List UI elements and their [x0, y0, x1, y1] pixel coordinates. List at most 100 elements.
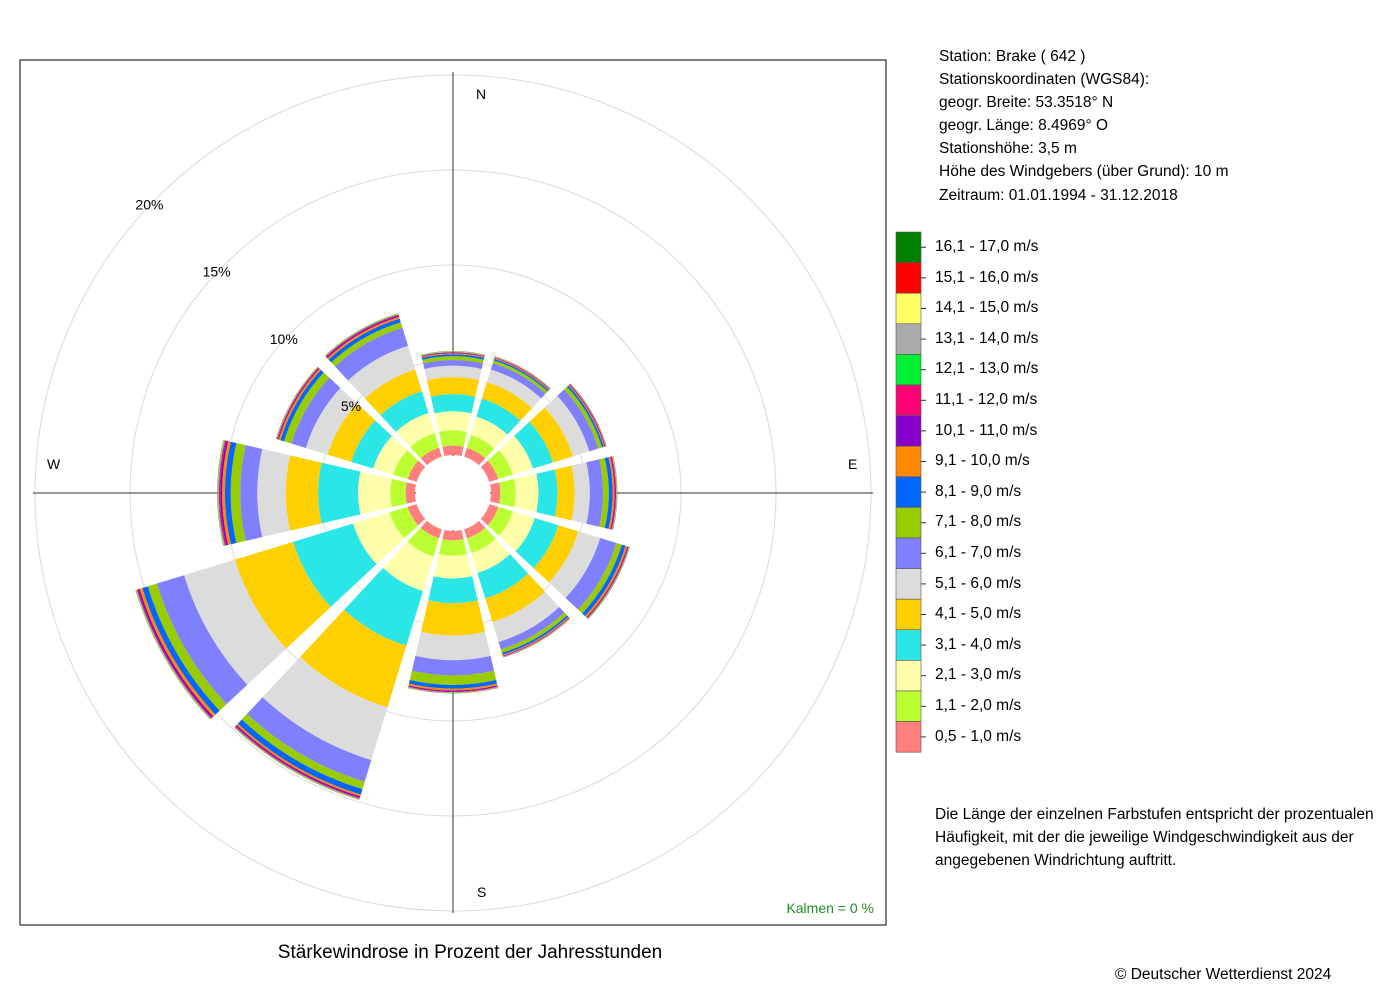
sector-30-band-3 [470, 416, 508, 449]
legend-label-5: 4,1 - 5,0 m/s [935, 605, 1022, 623]
sector-270-band-16 [217, 440, 224, 546]
plot-frame [19, 59, 887, 926]
sector-120-band-7 [565, 537, 617, 610]
legend-swatch-4 [895, 629, 922, 661]
compass-west-label: W [47, 456, 61, 472]
sector-120-band-5 [533, 525, 579, 583]
sector-210-band-7 [246, 697, 372, 782]
legend-label-4: 3,1 - 4,0 m/s [935, 635, 1022, 653]
sector-60-band-6 [544, 395, 590, 457]
compass-north-label: N [476, 86, 486, 102]
sector-150-band-5 [485, 573, 546, 623]
sector-180-band-3 [433, 554, 473, 579]
sector-90-band-1 [490, 482, 501, 504]
legend-swatch-9 [895, 476, 922, 508]
sector-90-band-2 [499, 478, 516, 508]
sector-90-band-12 [611, 456, 617, 530]
sector-180-band-5 [420, 600, 486, 636]
sector-180-deg [407, 530, 499, 694]
station-name: Station: Brake ( 642 ) [939, 48, 1086, 65]
sector-60-band-8 [564, 386, 602, 449]
legend-label-6: 5,1 - 6,0 m/s [935, 574, 1022, 592]
sector-150-band-4 [477, 554, 529, 599]
legend-color-bar [895, 231, 926, 753]
sector-210-deg [234, 520, 442, 800]
sector-30-band-2 [466, 434, 495, 459]
sector-240-band-9 [142, 586, 220, 715]
sector-210-band-6 [262, 656, 388, 761]
sector-180-band-4 [428, 576, 478, 604]
legend-swatch-10 [895, 445, 922, 478]
copyright: © Deutscher Wetterdienst 2024 [1115, 966, 1332, 983]
legend-swatch-1 [895, 721, 922, 753]
legend-swatch-15 [895, 292, 922, 325]
sector-240-band-5 [234, 541, 331, 649]
legend-label-9: 8,1 - 9,0 m/s [935, 482, 1022, 500]
legend-swatch-8 [895, 507, 922, 539]
sector-150-band-9 [501, 615, 569, 655]
sector-180-band-9 [408, 679, 498, 689]
sector-0-band-13 [421, 351, 485, 356]
sector-0-deg [421, 351, 485, 456]
sector-30-band-6 [486, 369, 542, 409]
sector-330-band-3 [395, 413, 435, 448]
legend-swatch-2 [895, 690, 922, 722]
sector-270-band-17 [217, 439, 224, 547]
sector-300-band-3 [373, 435, 408, 475]
tick-label-5: 5% [341, 398, 361, 414]
sector-150-band-6 [492, 591, 560, 642]
sector-60-band-7 [557, 389, 599, 452]
sector-90-band-3 [514, 473, 539, 513]
sector-270-band-12 [218, 440, 227, 546]
sector-270-band-7 [240, 445, 263, 541]
sector-180-band-15 [408, 687, 498, 693]
sector-300-band-5 [327, 403, 376, 462]
sector-330-band-4 [380, 391, 429, 432]
tick-label-15: 15% [203, 264, 231, 280]
sector-210-band-9 [237, 719, 363, 795]
sector-90-band-7 [586, 459, 604, 527]
sector-0-band-1 [442, 445, 464, 456]
sector-180-band-16 [407, 687, 499, 694]
sector-240-band-4 [293, 523, 377, 608]
sector-0-band-17 [421, 351, 485, 355]
sector-180-band-6 [415, 631, 491, 661]
compass-east-label: E [848, 456, 857, 472]
sector-240-band-8 [147, 583, 227, 711]
sector-210-band-1 [420, 520, 442, 539]
legend-swatch-12 [895, 384, 922, 416]
sector-30-band-8 [492, 360, 548, 394]
sector-60-band-4 [514, 421, 553, 469]
tick-label-10: 10% [270, 331, 298, 347]
sector-150-band-2 [466, 527, 496, 553]
sector-300-band-1 [407, 460, 426, 482]
radial-tick-labels: 5% 10% 15% 20% [135, 196, 361, 414]
sector-90-band-17 [612, 456, 618, 530]
sector-60-band-2 [487, 450, 513, 480]
sector-90-band-16 [612, 456, 618, 530]
station-latitude: geogr. Breite: 53.3518° N [939, 94, 1114, 112]
sector-150-band-3 [471, 538, 511, 573]
sector-120-band-9 [582, 544, 626, 617]
sector-90-deg [490, 456, 618, 530]
sector-120-band-6 [548, 531, 601, 598]
sector-330-band-9 [328, 318, 401, 363]
legend-label-17: 16,1 - 17,0 m/s [935, 238, 1039, 255]
sector-270-deg [217, 439, 416, 547]
sector-0-band-15 [421, 351, 485, 356]
sector-30-band-4 [476, 398, 521, 435]
compass-south-label: S [477, 884, 486, 900]
sector-180-band-13 [408, 687, 498, 693]
station-coords-heading: Stationskoordinaten (WGS84): [939, 71, 1150, 89]
legend-label-11: 10,1 - 11,0 m/s [935, 421, 1038, 439]
legend-swatch-7 [895, 537, 922, 569]
sector-60-band-9 [566, 385, 604, 448]
sector-240-band-3 [353, 512, 405, 565]
legend-swatch-16 [895, 262, 922, 294]
sector-0-band-14 [421, 351, 485, 356]
sector-270-band-3 [358, 471, 392, 515]
sector-90-band-4 [536, 469, 558, 517]
legend-label-10: 9,1 - 10,0 m/s [935, 452, 1030, 470]
sector-330-band-5 [364, 369, 422, 416]
sector-120-band-8 [578, 542, 622, 614]
